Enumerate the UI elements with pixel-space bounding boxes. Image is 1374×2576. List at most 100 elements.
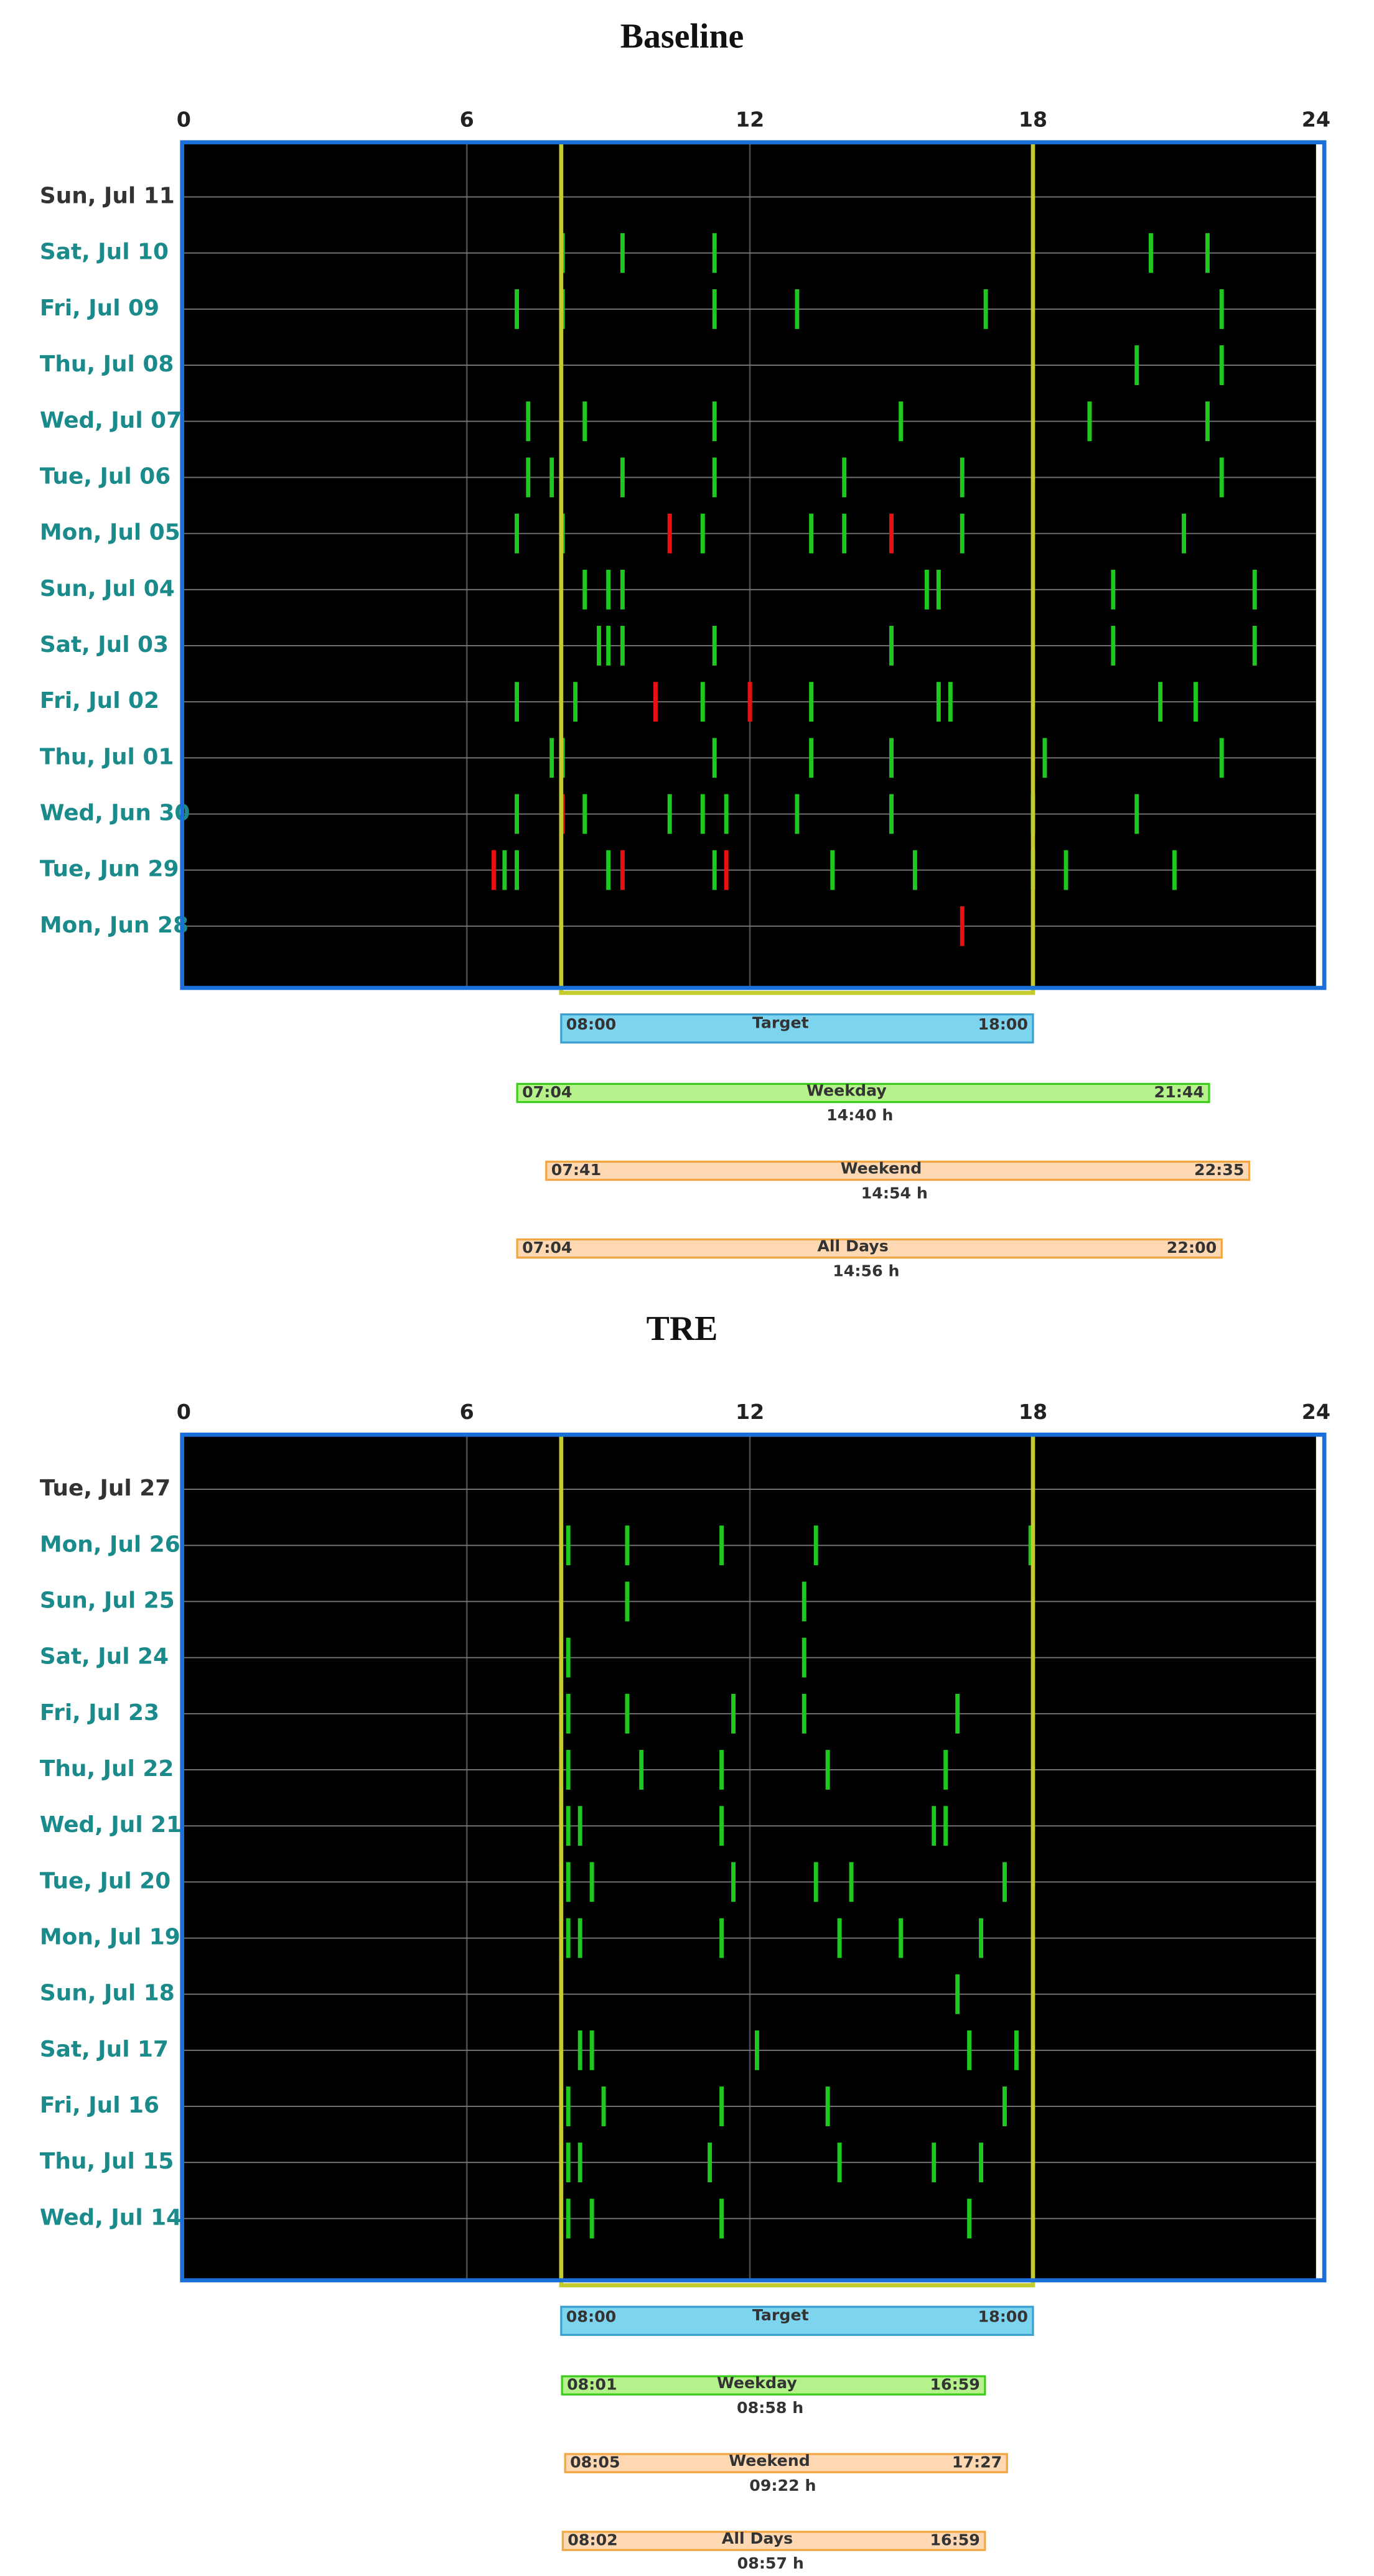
event-mark (719, 1918, 724, 1958)
x-tick-label: 12 (736, 1400, 764, 1424)
event-mark (549, 457, 554, 498)
row-label: Sun, Jul 04 (40, 576, 175, 602)
event-mark (1111, 569, 1116, 610)
flagged-event-mark (960, 906, 965, 946)
row-label: Sun, Jul 25 (40, 1588, 175, 1613)
window-end: 18:00 (978, 1015, 1028, 1033)
window-bar (516, 1082, 1210, 1104)
row-label: Fri, Jul 23 (40, 1700, 159, 1726)
event-mark (526, 401, 531, 442)
event-mark (795, 794, 800, 834)
x-tick-label: 24 (1302, 1400, 1330, 1424)
window-end: 16:59 (930, 2376, 979, 2394)
plot-border (180, 1432, 1327, 2282)
window-start: 08:00 (566, 1015, 616, 1033)
event-mark (825, 1750, 830, 1790)
event-mark (802, 1581, 806, 1622)
window-end: 21:44 (1154, 1083, 1204, 1101)
event-mark (813, 1525, 818, 1566)
event-mark (515, 513, 520, 554)
event-mark (625, 1525, 630, 1566)
event-mark (566, 1693, 571, 1734)
event-mark (566, 1806, 571, 1846)
event-mark (566, 1918, 571, 1958)
event-mark (577, 1806, 582, 1846)
event-mark (1182, 513, 1187, 554)
x-tick-label: 18 (1019, 1400, 1047, 1424)
event-mark (719, 2198, 724, 2239)
flagged-event-mark (667, 513, 672, 554)
row-label: Tue, Jul 06 (40, 463, 171, 489)
flagged-event-mark (889, 513, 894, 554)
event-mark (912, 850, 917, 890)
window-bar (561, 2531, 986, 2551)
window-start: 07:04 (522, 1239, 572, 1257)
event-mark (712, 738, 717, 778)
event-mark (566, 2198, 571, 2239)
row-label: Fri, Jul 16 (40, 2093, 159, 2118)
event-mark (515, 682, 520, 722)
event-mark (1134, 345, 1139, 386)
event-mark (625, 1693, 630, 1734)
event-mark (719, 1750, 724, 1790)
event-mark (582, 401, 587, 442)
event-mark (731, 1693, 736, 1734)
flagged-event-mark (620, 850, 625, 890)
event-mark (566, 1862, 571, 1902)
x-tick-label: 6 (460, 1400, 474, 1424)
window-start: 07:04 (522, 1083, 572, 1101)
event-mark (955, 1974, 960, 2014)
event-mark (1087, 401, 1092, 442)
event-mark (1002, 2086, 1007, 2126)
event-mark (515, 794, 520, 834)
event-mark (639, 1750, 644, 1790)
event-mark (719, 1525, 724, 1566)
event-mark (606, 850, 611, 890)
window-name: Weekend (841, 1159, 922, 1177)
event-mark (712, 401, 717, 442)
event-mark (566, 1637, 571, 1678)
event-mark (589, 1862, 594, 1902)
window-end: 18:00 (978, 2307, 1028, 2325)
window-bar (564, 2453, 1008, 2473)
flagged-event-mark (747, 682, 752, 722)
window-bar (560, 2305, 1034, 2337)
event-mark (948, 682, 953, 722)
event-mark (1014, 2030, 1019, 2070)
event-mark (700, 682, 705, 722)
window-name: Weekday (806, 1081, 887, 1099)
event-mark (625, 1581, 630, 1622)
x-tick-label: 0 (177, 1400, 191, 1424)
row-label: Tue, Jul 20 (40, 1868, 171, 1894)
event-mark (979, 1918, 984, 1958)
event-mark (830, 850, 835, 890)
event-mark (889, 738, 894, 778)
event-mark (899, 1918, 904, 1958)
row-label: Mon, Jul 19 (40, 1925, 180, 1950)
event-mark (837, 1918, 842, 1958)
window-name: Weekday (717, 2374, 797, 2392)
window-start: 08:05 (570, 2453, 620, 2471)
event-mark (979, 2142, 984, 2183)
row-label: Wed, Jul 07 (40, 407, 182, 433)
event-mark (712, 850, 717, 890)
event-mark (842, 513, 847, 554)
window-end: 22:00 (1167, 1239, 1217, 1257)
event-mark (582, 794, 587, 834)
event-mark (1158, 682, 1163, 722)
window-duration: 08:57 h (737, 2554, 804, 2572)
row-label: Tue, Jun 29 (40, 857, 179, 882)
event-mark (1219, 457, 1224, 498)
window-duration: 09:22 h (749, 2476, 816, 2495)
plot-area (182, 142, 1325, 988)
event-mark (967, 2198, 972, 2239)
event-mark (620, 626, 625, 666)
event-mark (712, 457, 717, 498)
event-mark (708, 2142, 713, 2183)
event-mark (515, 850, 520, 890)
event-mark (582, 569, 587, 610)
row-label: Sun, Jul 18 (40, 1981, 175, 2006)
event-mark (502, 850, 507, 890)
event-mark (754, 2030, 759, 2070)
flagged-event-mark (653, 682, 658, 722)
